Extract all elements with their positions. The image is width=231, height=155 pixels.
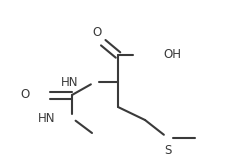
- Text: HN: HN: [61, 75, 78, 89]
- Text: HN: HN: [37, 111, 55, 124]
- Text: S: S: [164, 144, 172, 155]
- Text: OH: OH: [163, 49, 181, 62]
- Text: O: O: [21, 89, 30, 102]
- Text: O: O: [92, 26, 102, 38]
